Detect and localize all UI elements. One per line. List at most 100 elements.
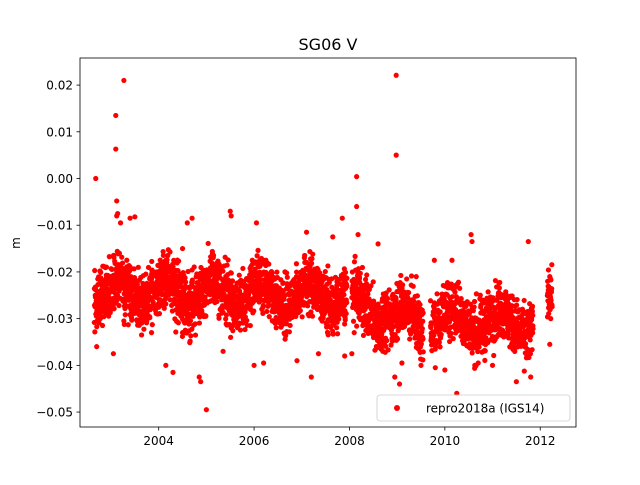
data-point	[469, 350, 475, 356]
data-point	[520, 308, 527, 315]
data-point	[547, 341, 553, 347]
data-point	[400, 282, 406, 288]
data-point	[179, 330, 186, 336]
data-point	[192, 332, 199, 338]
data-point	[548, 316, 554, 322]
data-point	[349, 351, 355, 357]
data-point	[210, 252, 217, 259]
data-point	[394, 336, 401, 342]
data-point	[94, 344, 100, 350]
data-point	[476, 344, 482, 350]
data-point	[286, 329, 292, 335]
data-point	[113, 146, 119, 152]
data-point	[344, 283, 350, 289]
data-point	[284, 270, 290, 276]
data-point	[297, 308, 303, 314]
data-point	[269, 270, 275, 276]
data-point	[251, 308, 257, 314]
data-point	[227, 208, 233, 214]
data-point	[114, 198, 120, 204]
x-tick-label: 2010	[430, 434, 461, 448]
data-point	[257, 277, 263, 283]
data-point	[383, 343, 389, 349]
data-point	[388, 342, 394, 348]
data-point	[475, 348, 481, 355]
data-point	[420, 310, 426, 316]
data-point	[187, 318, 194, 324]
data-point	[273, 325, 279, 331]
data-point	[192, 321, 198, 327]
data-point	[251, 362, 257, 368]
data-point	[405, 295, 411, 301]
data-point	[284, 274, 290, 280]
data-point	[497, 279, 503, 286]
data-point	[529, 303, 536, 309]
data-point	[248, 268, 254, 275]
data-point	[549, 286, 555, 292]
data-point	[280, 280, 286, 286]
data-point	[433, 343, 439, 350]
data-point	[513, 302, 520, 308]
y-tick-label: −0.03	[36, 312, 73, 326]
data-point	[549, 304, 555, 310]
chart-title: SG06 V	[299, 35, 358, 54]
data-point	[173, 329, 179, 335]
data-point	[182, 279, 189, 285]
data-point	[223, 312, 230, 318]
data-point	[189, 215, 195, 221]
data-point	[293, 261, 300, 267]
data-point	[242, 309, 248, 315]
data-point	[525, 238, 531, 245]
data-point	[166, 263, 172, 269]
data-point	[368, 283, 374, 289]
data-point	[491, 352, 497, 359]
legend: repro2018a (IGS14)	[376, 394, 571, 422]
data-point	[203, 313, 209, 319]
y-tick-label: 0.01	[46, 125, 73, 139]
y-tick-label: −0.01	[36, 219, 73, 233]
data-point	[370, 279, 376, 285]
data-point	[176, 258, 182, 264]
data-point	[384, 337, 390, 344]
data-point	[188, 333, 194, 339]
data-point	[521, 368, 527, 374]
data-point	[308, 260, 315, 266]
data-point	[266, 302, 272, 308]
x-tick-label: 2006	[239, 434, 270, 448]
data-point	[326, 279, 332, 286]
data-point	[477, 292, 483, 298]
data-point	[220, 268, 226, 274]
data-point	[547, 274, 553, 280]
data-point	[254, 253, 260, 259]
data-points	[91, 72, 555, 413]
data-point	[392, 374, 398, 380]
data-point	[545, 267, 552, 273]
data-point	[448, 330, 454, 337]
data-point	[182, 275, 188, 281]
y-tick-label: 0.00	[46, 172, 73, 186]
data-point	[330, 234, 336, 240]
data-point	[224, 262, 230, 268]
data-point	[330, 331, 336, 337]
data-point	[352, 253, 358, 259]
data-point	[404, 276, 410, 282]
data-point	[229, 278, 236, 284]
data-point	[124, 257, 130, 263]
data-point	[356, 274, 363, 281]
data-point	[437, 309, 443, 315]
data-point	[163, 362, 169, 368]
data-point	[406, 289, 412, 296]
data-point	[393, 72, 399, 78]
data-point	[336, 316, 342, 322]
data-point	[172, 298, 179, 304]
data-point	[417, 301, 423, 308]
data-point	[546, 310, 552, 317]
data-point	[156, 311, 163, 317]
data-point	[342, 353, 348, 359]
data-point	[350, 318, 357, 324]
data-point	[386, 287, 392, 293]
data-point	[228, 270, 234, 276]
data-point	[354, 323, 360, 329]
x-axis: 2004 2006 2008 2010 2012	[143, 427, 556, 448]
